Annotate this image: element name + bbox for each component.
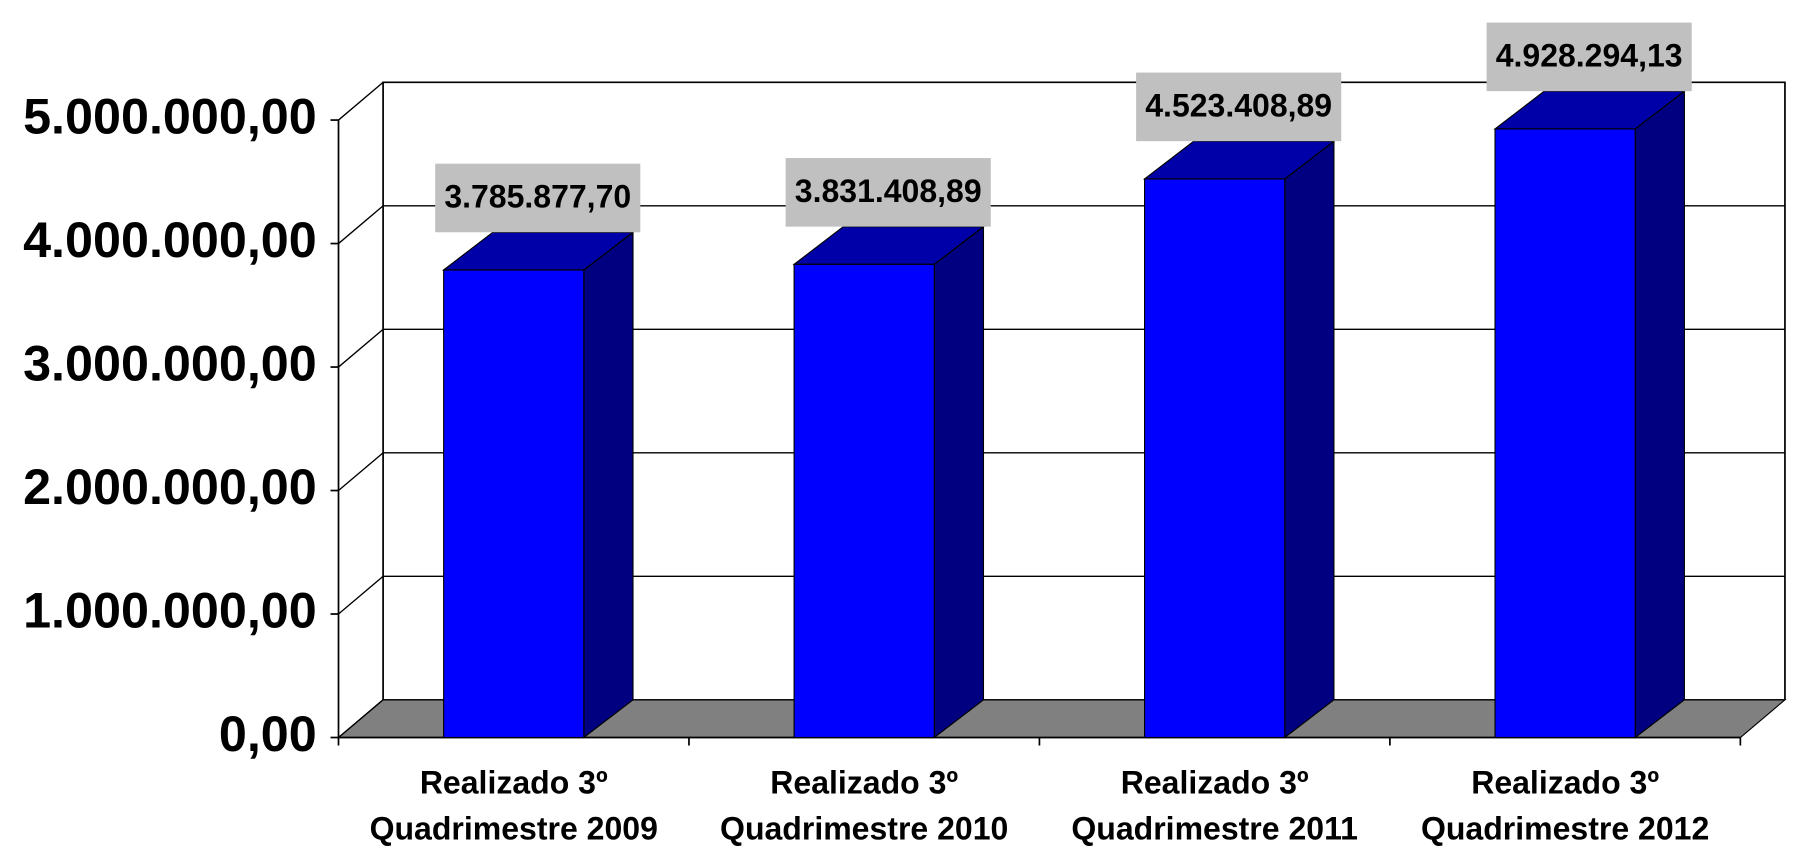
value-label-box: [785, 158, 991, 227]
y-tick-label: 4.000.000,00: [23, 211, 317, 268]
value-label: 3.785.877,70: [444, 179, 631, 215]
bar-front: [443, 269, 585, 739]
bar-side: [1284, 140, 1335, 739]
bar-side: [583, 231, 634, 739]
bar: [1142, 140, 1336, 739]
y-tick-label: 0,00: [219, 705, 317, 762]
bar-front: [793, 263, 935, 739]
value-label-box: [1486, 22, 1692, 92]
x-tick-label: Realizado 3º Quadrimestre 2010: [720, 764, 1009, 847]
x-tick-label-box: Realizado 3º Quadrimestre 2011: [1071, 764, 1358, 847]
y-tick-label: 3.000.000,00: [23, 334, 317, 391]
y-tick-label: 2.000.000,00: [23, 458, 317, 515]
bar: [441, 231, 635, 739]
bar: [1493, 90, 1687, 739]
y-tick-label: 5.000.000,00: [23, 87, 317, 144]
value-label: 4.928.294,13: [1496, 37, 1683, 73]
x-tick-label-box: Realizado 3º Quadrimestre 2009: [369, 764, 658, 847]
x-tick-label-box: Realizado 3º Quadrimestre 2010: [720, 764, 1009, 847]
x-tick-label: Realizado 3º Quadrimestre 2011: [1071, 764, 1358, 847]
x-tick-label: Realizado 3º Quadrimestre 2012: [1420, 764, 1710, 847]
y-tick-label: 1.000.000,00: [23, 581, 317, 638]
value-label-box: [435, 163, 641, 233]
value-label: 4.523.408,89: [1145, 87, 1332, 123]
x-tick-label: Realizado 3º Quadrimestre 2009: [369, 764, 658, 847]
bar: [792, 225, 986, 739]
bar-side: [933, 225, 985, 739]
value-label: 3.831.408,89: [795, 173, 982, 209]
bar-front: [1143, 178, 1286, 739]
bar-front: [1494, 128, 1636, 739]
x-tick-label-box: Realizado 3º Quadrimestre 2012: [1420, 764, 1710, 847]
value-label-box: [1136, 72, 1342, 142]
bar-side: [1634, 90, 1685, 739]
